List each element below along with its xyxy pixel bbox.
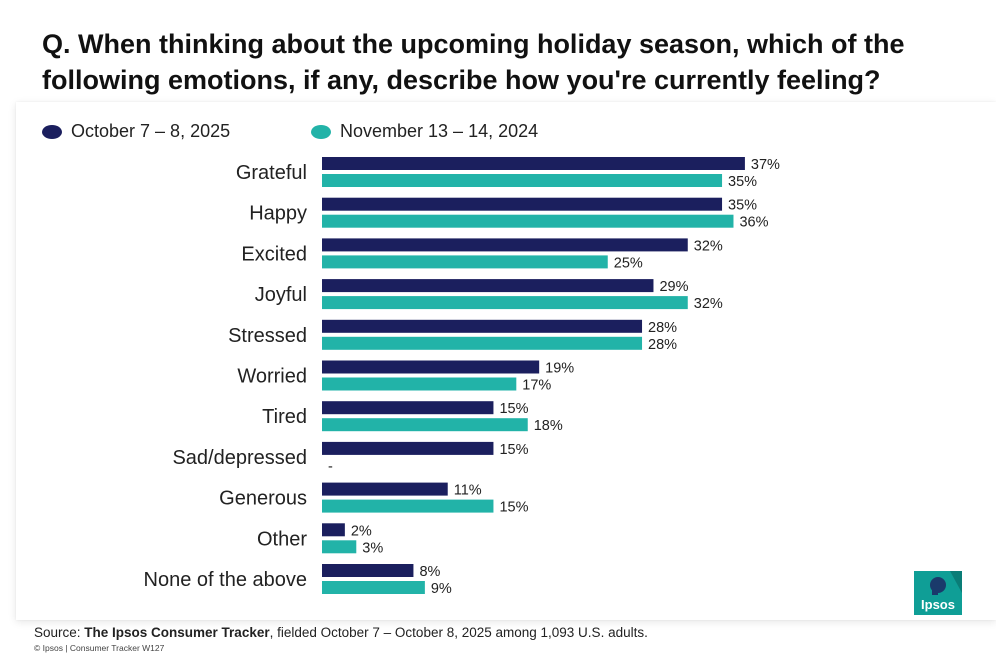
data-label-excited-series-1: 32%	[694, 238, 723, 254]
bar-tired-series-1	[322, 401, 494, 415]
data-label-none-of-the-above-series-1: 8%	[419, 564, 440, 580]
chart-title: Q. When thinking about the upcoming holi…	[42, 29, 905, 95]
category-label-stressed: Stressed	[228, 325, 307, 347]
data-label-grateful-series-1: 37%	[751, 157, 780, 173]
category-label-other: Other	[257, 528, 307, 550]
bar-grateful-series-2	[322, 174, 723, 187]
bar-joyful-series-2	[322, 296, 688, 310]
data-label-worried-series-1: 19%	[545, 361, 574, 377]
logo-corner	[950, 571, 962, 593]
data-label-sad-depressed-series-2: -	[328, 459, 333, 475]
source-prefix: Source:	[34, 625, 85, 640]
bar-other-series-1	[322, 523, 345, 537]
bar-stressed-series-2	[322, 336, 643, 350]
legend-item-2024: November 13 – 14, 2024	[311, 121, 538, 142]
data-label-grateful-series-2: 35%	[728, 174, 757, 190]
bar-grateful-series-1	[322, 157, 745, 170]
source-suffix: , fielded October 7 – October 8, 2025 am…	[269, 625, 648, 640]
data-label-worried-series-2: 17%	[522, 378, 551, 394]
bar-none-of-the-above-series-1	[322, 564, 414, 577]
data-label-stressed-series-2: 28%	[648, 337, 677, 353]
bar-worried-series-1	[322, 360, 540, 374]
data-label-none-of-the-above-series-2: 9%	[431, 581, 452, 597]
legend-label-2024: November 13 – 14, 2024	[340, 121, 539, 141]
category-label-tired: Tired	[262, 406, 307, 428]
source-name: The Ipsos Consumer Tracker	[84, 625, 270, 640]
bar-excited-series-1	[322, 238, 688, 252]
bar-excited-series-2	[322, 255, 608, 269]
category-label-none-of-the-above: None of the above	[144, 569, 307, 591]
bar-happy-series-1	[322, 197, 723, 211]
bar-other-series-2	[322, 540, 357, 554]
data-label-generous-series-2: 15%	[499, 500, 528, 516]
legend-item-2025: October 7 – 8, 2025	[42, 121, 230, 142]
bar-sad-depressed-series-1	[322, 441, 494, 455]
data-label-joyful-series-1: 29%	[659, 279, 688, 295]
data-label-tired-series-1: 15%	[499, 401, 528, 417]
data-label-stressed-series-1: 28%	[648, 320, 677, 336]
bar-worried-series-2	[322, 377, 517, 391]
bar-tired-series-2	[322, 418, 528, 432]
data-label-other-series-2: 3%	[362, 540, 383, 556]
data-label-happy-series-2: 36%	[739, 215, 768, 231]
source-note: Source: The Ipsos Consumer Tracker, fiel…	[34, 625, 648, 640]
data-label-other-series-1: 2%	[351, 523, 372, 539]
category-label-joyful: Joyful	[255, 284, 307, 306]
data-label-sad-depressed-series-1: 15%	[499, 442, 528, 458]
legend-swatch-2025	[42, 124, 62, 139]
logo-mark-stem	[932, 585, 938, 595]
category-label-excited: Excited	[241, 243, 307, 265]
data-label-tired-series-2: 18%	[534, 418, 563, 434]
data-label-excited-series-2: 25%	[614, 255, 643, 271]
data-label-happy-series-1: 35%	[728, 198, 757, 214]
category-label-generous: Generous	[219, 488, 307, 510]
bar-stressed-series-1	[322, 319, 643, 333]
category-label-sad-depressed: Sad/depressed	[172, 447, 307, 469]
bar-none-of-the-above-series-2	[322, 581, 425, 594]
legend-label-2025: October 7 – 8, 2025	[71, 121, 231, 141]
category-label-happy: Happy	[249, 203, 307, 225]
ipsos-logo: Ipsos	[914, 571, 962, 615]
bar-generous-series-2	[322, 499, 494, 513]
bar-joyful-series-1	[322, 279, 654, 293]
category-label-worried: Worried	[237, 366, 307, 388]
bar-generous-series-1	[322, 482, 448, 496]
copyright-note: © Ipsos | Consumer Tracker W127	[34, 643, 165, 653]
data-label-joyful-series-2: 32%	[694, 296, 723, 312]
category-label-grateful: Grateful	[236, 162, 307, 184]
legend-swatch-2024	[311, 124, 331, 139]
logo-text: Ipsos	[921, 597, 955, 612]
bar-happy-series-2	[322, 214, 734, 228]
data-label-generous-series-1: 11%	[454, 483, 482, 499]
